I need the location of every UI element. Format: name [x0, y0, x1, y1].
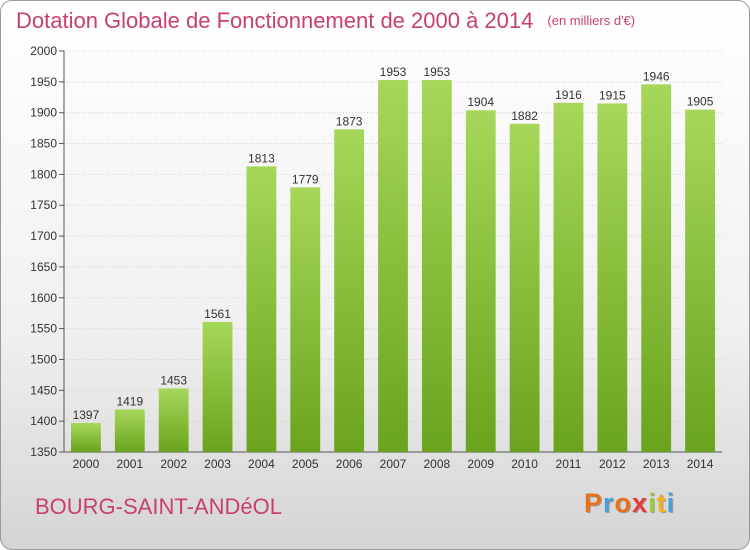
y-tick-label: 1900	[30, 106, 57, 120]
chart-title: Dotation Globale de Fonctionnement de 20…	[16, 8, 635, 34]
bar-2006	[334, 129, 365, 452]
logo-letter: t	[656, 488, 667, 518]
bar-2007	[378, 79, 408, 452]
bar-value-label: 1419	[116, 394, 143, 408]
bar-2004	[246, 166, 277, 452]
y-tick-label: 1450	[30, 383, 57, 397]
logo-letter: i	[666, 488, 676, 518]
x-tick-label: 2000	[73, 457, 100, 471]
x-tick-label: 2008	[424, 457, 451, 471]
x-tick-label: 2002	[160, 457, 187, 471]
y-tick-label: 2000	[30, 44, 57, 58]
logo-letter: o	[614, 488, 633, 518]
x-tick-label: 2004	[248, 457, 275, 471]
bar-2000	[71, 423, 101, 452]
bar-2012	[597, 103, 628, 452]
bar-value-label: 1915	[599, 88, 626, 102]
x-tick-label: 2010	[511, 457, 538, 471]
bar-value-label: 1561	[204, 307, 231, 321]
bar-2009	[465, 110, 496, 453]
bar-value-label: 1779	[292, 172, 319, 186]
x-tick-label: 2011	[556, 457, 582, 471]
bar-2010	[509, 123, 540, 452]
y-tick-label: 1800	[30, 167, 57, 181]
bar-value-label: 1905	[687, 95, 714, 109]
logo-letter: r	[603, 488, 615, 518]
y-tick-label: 1350	[30, 445, 57, 459]
y-tick-label: 1700	[30, 229, 57, 243]
bar-2002	[158, 388, 189, 452]
x-tick-labels: 2000 2001 2002 2003 2004 2005 2006 2007 2008 2009…	[73, 457, 714, 471]
x-tick-label: 2001	[116, 457, 143, 471]
bar-2001	[114, 409, 145, 452]
grid-lines	[59, 50, 722, 453]
y-tick-label: 1500	[30, 352, 57, 366]
x-tick-label: 2006	[336, 457, 363, 471]
y-tick-label: 1550	[30, 322, 57, 336]
bar-value-label: 1813	[248, 151, 275, 165]
bar-2014	[685, 109, 715, 452]
unit-text: (en milliers d'€)	[547, 13, 636, 28]
bar-value-label: 1953	[424, 65, 451, 79]
proxiti-logo[interactable]: Proxiti	[584, 488, 675, 519]
bar-2008	[421, 79, 452, 452]
bar-value-label: 1946	[643, 69, 670, 83]
bar-value-label: 1397	[73, 408, 100, 422]
bar-2013	[641, 84, 672, 452]
bar-value-label: 1904	[467, 95, 494, 109]
x-tick-label: 2014	[687, 457, 714, 471]
x-tick-label: 2007	[380, 457, 407, 471]
y-tick-label: 1950	[30, 75, 57, 89]
bar-value-label: 1953	[380, 65, 407, 79]
y-tick-label: 1650	[30, 260, 57, 274]
x-tick-label: 2013	[643, 457, 670, 471]
title-text: Dotation Globale de Fonctionnement de 20…	[16, 8, 534, 33]
bar-value-label: 1873	[336, 114, 363, 128]
y-tick-label: 1750	[30, 198, 57, 212]
commune-name: BOURG-SAINT-ANDéOL	[35, 494, 282, 519]
bar-value-label: 1453	[160, 373, 187, 387]
x-tick-label: 2012	[599, 457, 626, 471]
y-tick-labels: 1350 1400 1450 1500 1550 1600 1650 1700 1750 1800…	[30, 44, 57, 459]
y-tick-label: 1600	[30, 291, 57, 305]
x-tick-label: 2003	[204, 457, 231, 471]
y-tick-label: 1400	[30, 414, 57, 428]
logo-letter: i	[648, 488, 657, 518]
bar-value-label: 1916	[555, 88, 582, 102]
bar-2003	[202, 321, 233, 452]
logo-letter: P	[584, 488, 604, 518]
x-tick-label: 2009	[467, 457, 494, 471]
y-tick-label: 1850	[30, 137, 57, 151]
logo-letter: x	[632, 488, 649, 518]
bar-2005	[290, 187, 321, 452]
bars: 1397 1419 1453 1561 1813 1779 1873 1953 1953 1904…	[71, 65, 715, 453]
bar-value-label: 1882	[511, 109, 538, 123]
bar-2011	[553, 102, 584, 453]
x-tick-label: 2005	[292, 457, 319, 471]
